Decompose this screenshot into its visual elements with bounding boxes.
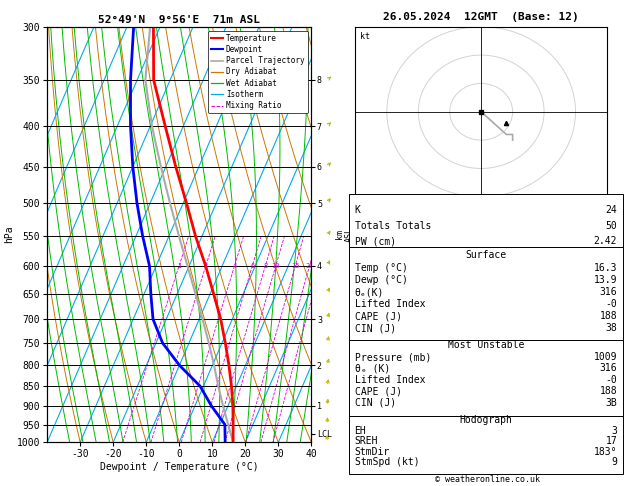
Text: Pressure (mb): Pressure (mb) [355,352,431,362]
Bar [349,247,623,340]
Text: 188: 188 [599,311,617,321]
Text: 316: 316 [599,287,617,297]
Text: Totals Totals: Totals Totals [355,221,431,230]
Text: Surface: Surface [465,250,506,260]
Text: K: K [355,205,360,215]
Text: 188: 188 [599,386,617,396]
Text: 2: 2 [204,263,208,269]
Text: -0: -0 [606,375,617,385]
Bar [349,340,623,416]
X-axis label: Dewpoint / Temperature (°C): Dewpoint / Temperature (°C) [100,462,259,472]
Text: 24: 24 [606,205,617,215]
Text: PW (cm): PW (cm) [355,236,396,246]
Text: StmDir: StmDir [355,447,390,457]
Text: 316: 316 [599,364,617,373]
Text: EH: EH [355,426,366,435]
Text: CIN (J): CIN (J) [355,323,396,333]
Text: 1: 1 [177,263,181,269]
Text: CIN (J): CIN (J) [355,398,396,408]
Text: θₑ (K): θₑ (K) [355,364,390,373]
Text: -0: -0 [606,299,617,309]
Text: © weatheronline.co.uk: © weatheronline.co.uk [435,474,540,484]
Text: 1009: 1009 [594,352,617,362]
Text: StmSpd (kt): StmSpd (kt) [355,457,419,468]
Text: CAPE (J): CAPE (J) [355,311,401,321]
Text: 16.3: 16.3 [594,263,617,273]
Text: 6: 6 [250,263,254,269]
Text: SREH: SREH [355,436,378,446]
Legend: Temperature, Dewpoint, Parcel Trajectory, Dry Adiabat, Wet Adiabat, Isotherm, Mi: Temperature, Dewpoint, Parcel Trajectory… [208,31,308,113]
Text: 26.05.2024  12GMT  (Base: 12): 26.05.2024 12GMT (Base: 12) [383,12,579,22]
Text: 10: 10 [272,263,280,269]
Text: θₑ(K): θₑ(K) [355,287,384,297]
Text: 9: 9 [611,457,617,468]
Text: 50: 50 [606,221,617,230]
Text: Lifted Index: Lifted Index [355,375,425,385]
Text: Hodograph: Hodograph [459,416,513,425]
Title: 52°49'N  9°56'E  71m ASL: 52°49'N 9°56'E 71m ASL [98,15,260,25]
Text: 183°: 183° [594,447,617,457]
Text: Lifted Index: Lifted Index [355,299,425,309]
Text: 2.42: 2.42 [594,236,617,246]
Text: 13.9: 13.9 [594,275,617,285]
Text: CAPE (J): CAPE (J) [355,386,401,396]
Text: Most Unstable: Most Unstable [448,341,524,350]
Text: 4: 4 [232,263,237,269]
Text: 38: 38 [606,323,617,333]
Text: 3: 3 [611,426,617,435]
Text: kt: kt [360,32,370,41]
Text: 20: 20 [305,263,314,269]
Text: 8: 8 [263,263,267,269]
Text: 15: 15 [291,263,299,269]
Text: 17: 17 [606,436,617,446]
Bar [349,194,623,247]
Text: 3B: 3B [606,398,617,408]
Text: Temp (°C): Temp (°C) [355,263,408,273]
Bar [349,416,623,474]
Text: Dewp (°C): Dewp (°C) [355,275,408,285]
Y-axis label: hPa: hPa [4,226,14,243]
Y-axis label: km
ASL: km ASL [335,227,354,242]
